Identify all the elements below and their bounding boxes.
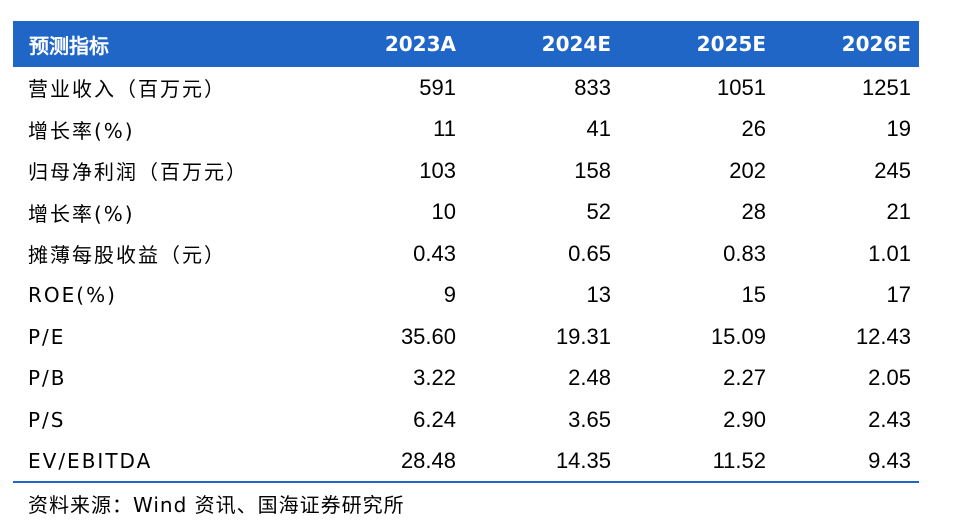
header-2026e: 2026E	[841, 32, 911, 56]
cell-value: 19.31	[555, 323, 611, 349]
cell-value: 14.35	[555, 448, 611, 474]
cell-value: 202	[729, 157, 766, 183]
cell-value: 15.09	[710, 323, 766, 349]
table-bottom-rule	[13, 481, 919, 483]
cell-value: 245	[874, 157, 911, 183]
cell-value: 19	[886, 116, 911, 142]
cell-value: 0.83	[723, 240, 766, 266]
table-row-roe: ROE(%) 9 13 15 17	[13, 275, 919, 317]
cell-value: 12.43	[855, 323, 911, 349]
table-row-ev-ebitda: EV/EBITDA 28.48 14.35 11.52 9.43	[13, 441, 919, 483]
cell-value: 2.43	[868, 406, 911, 432]
cell-value: 17	[886, 282, 911, 308]
cell-value: 2.05	[868, 365, 911, 391]
cell-value: 21	[886, 199, 911, 225]
cell-value: 15	[741, 282, 766, 308]
table-row-pe: P/E 35.60 19.31 15.09 12.43	[13, 316, 919, 358]
row-label: P/E	[28, 324, 66, 349]
cell-value: 9	[443, 282, 456, 308]
row-label: 营业收入（百万元）	[28, 77, 226, 102]
cell-value: 103	[419, 157, 456, 183]
row-label: 增长率(%)	[28, 118, 135, 143]
cell-value: 9.43	[868, 448, 911, 474]
row-label: ROE(%)	[28, 283, 117, 308]
table-row-net-profit: 归母净利润（百万元） 103 158 202 245	[13, 150, 919, 192]
cell-value: 26	[741, 116, 766, 142]
row-label: P/S	[28, 407, 66, 432]
header-2025e: 2025E	[696, 32, 766, 56]
cell-value: 1.01	[868, 240, 911, 266]
cell-value: 10	[431, 199, 456, 225]
header-indicator: 预测指标	[29, 33, 109, 58]
header-2024e: 2024E	[541, 32, 611, 56]
row-label: 摊薄每股收益（元）	[28, 243, 226, 268]
cell-value: 1251	[862, 74, 911, 100]
forecast-table: 预测指标 2023A 2024E 2025E 2026E 营业收入（百万元） 5…	[13, 21, 919, 482]
cell-value: 35.60	[400, 323, 456, 349]
cell-value: 3.22	[413, 365, 456, 391]
row-label: P/B	[28, 366, 67, 391]
cell-value: 1051	[717, 74, 766, 100]
cell-value: 28	[741, 199, 766, 225]
cell-value: 11.52	[712, 448, 766, 474]
row-label: 归母净利润（百万元）	[28, 160, 248, 185]
cell-value: 2.90	[723, 406, 766, 432]
row-label: 增长率(%)	[28, 201, 135, 226]
cell-value: 2.27	[723, 365, 766, 391]
cell-value: 591	[419, 74, 456, 100]
source-note: 资料来源：Wind 资讯、国海证券研究所	[28, 493, 405, 517]
cell-value: 833	[574, 74, 611, 100]
table-row-profit-growth: 增长率(%) 10 52 28 21	[13, 192, 919, 234]
cell-value: 11	[433, 116, 456, 142]
table-row-eps: 摊薄每股收益（元） 0.43 0.65 0.83 1.01	[13, 233, 919, 275]
table-row-ps: P/S 6.24 3.65 2.90 2.43	[13, 399, 919, 441]
cell-value: 3.65	[568, 406, 611, 432]
cell-value: 158	[574, 157, 611, 183]
table-row-revenue-growth: 增长率(%) 11 41 26 19	[13, 109, 919, 151]
cell-value: 52	[586, 199, 611, 225]
cell-value: 41	[586, 116, 611, 142]
cell-value: 13	[586, 282, 611, 308]
cell-value: 6.24	[413, 406, 456, 432]
cell-value: 28.48	[400, 448, 456, 474]
cell-value: 0.65	[568, 240, 611, 266]
row-label: EV/EBITDA	[28, 449, 153, 474]
cell-value: 0.43	[413, 240, 456, 266]
forecast-table-container: 预测指标 2023A 2024E 2025E 2026E 营业收入（百万元） 5…	[13, 21, 919, 482]
table-row-revenue: 营业收入（百万元） 591 833 1051 1251	[13, 67, 919, 109]
cell-value: 2.48	[568, 365, 611, 391]
table-row-pb: P/B 3.22 2.48 2.27 2.05	[13, 358, 919, 400]
header-2023a: 2023A	[384, 32, 456, 56]
table-header-row: 预测指标 2023A 2024E 2025E 2026E	[13, 21, 919, 67]
